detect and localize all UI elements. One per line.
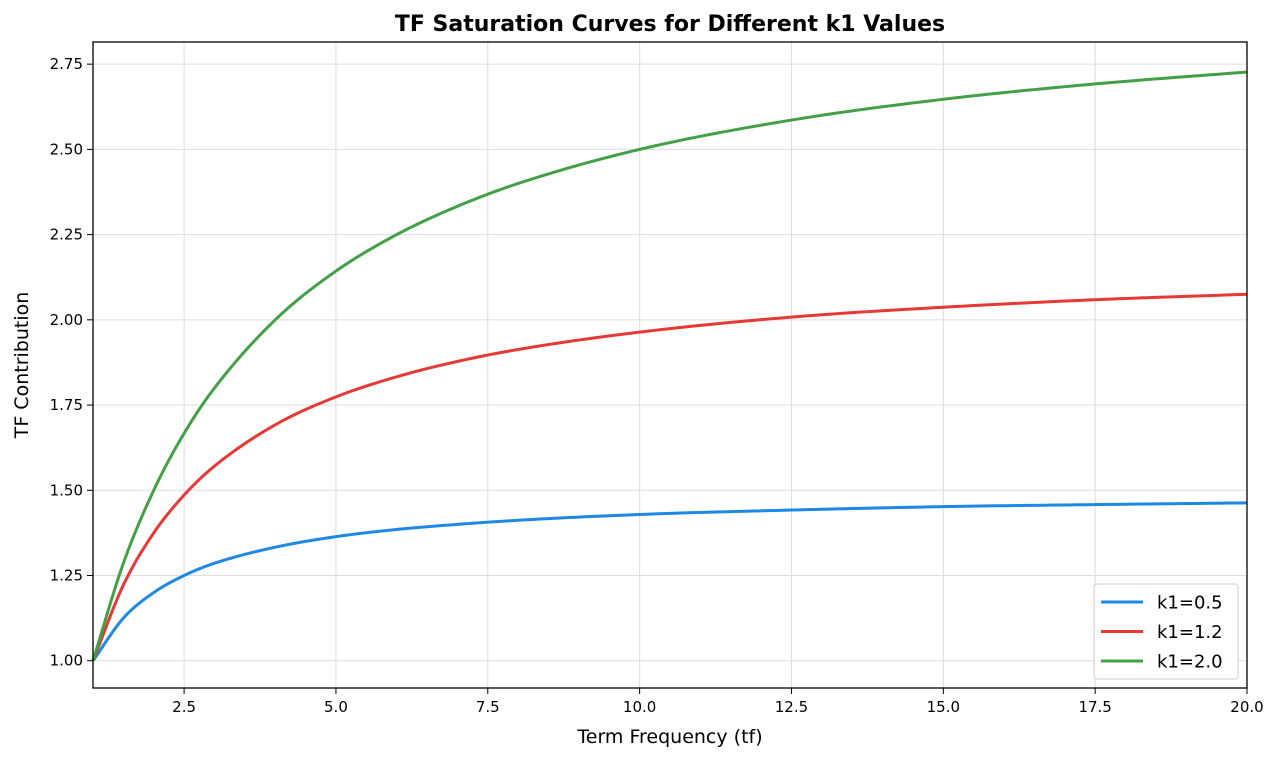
x-axis-ticks: 2.5 5.0 7.5 10.0 12.5 15.0 17.5 20.0 — [172, 688, 1264, 716]
y-tick-label: 1.50 — [50, 481, 83, 499]
y-tick-label: 1.25 — [50, 567, 83, 585]
y-tick-label: 2.75 — [50, 55, 83, 73]
series-line-k1-0-5 — [91, 501, 1248, 662]
chart-title: TF Saturation Curves for Different k1 Va… — [395, 12, 945, 37]
plot-frame — [92, 41, 1248, 689]
grid — [93, 42, 1248, 688]
x-axis-label: Term Frequency (tf) — [576, 726, 762, 748]
x-tick-label: 17.5 — [1078, 698, 1111, 716]
y-tick-label: 2.25 — [50, 226, 83, 244]
series-line-k1-1-2 — [91, 292, 1248, 662]
series-lines — [91, 70, 1248, 662]
legend-label: k1=0.5 — [1157, 593, 1223, 614]
x-tick-label: 5.0 — [324, 698, 348, 716]
x-tick-label: 2.5 — [172, 698, 196, 716]
x-tick-label: 10.0 — [623, 698, 656, 716]
x-tick-label: 7.5 — [476, 698, 500, 716]
x-tick-label: 12.5 — [775, 698, 808, 716]
x-tick-label: 20.0 — [1230, 698, 1263, 716]
legend-box — [1093, 583, 1239, 680]
legend-label: k1=2.0 — [1157, 652, 1223, 673]
y-tick-label: 1.00 — [50, 652, 83, 670]
y-axis-ticks: 1.00 1.25 1.50 1.75 2.00 2.25 2.50 2.75 — [50, 55, 93, 670]
y-tick-label: 2.50 — [50, 140, 83, 158]
y-axis-label: TF Contribution — [11, 292, 33, 440]
legend: k1=0.5 k1=1.2 k1=2.0 — [1093, 583, 1239, 680]
y-tick-label: 1.75 — [50, 396, 83, 414]
series-line-k1-2-0 — [91, 70, 1248, 662]
y-tick-label: 2.00 — [50, 311, 83, 329]
legend-label: k1=1.2 — [1157, 622, 1223, 643]
x-tick-label: 15.0 — [927, 698, 960, 716]
